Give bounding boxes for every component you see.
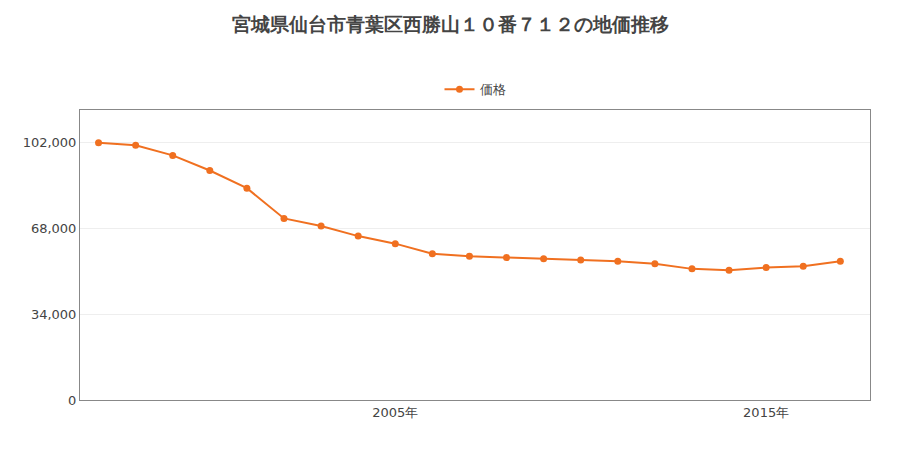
svg-text:102,000: 102,000 (23, 135, 77, 150)
svg-text:0: 0 (68, 393, 76, 408)
svg-text:価格: 価格 (480, 82, 506, 97)
svg-text:68,000: 68,000 (31, 221, 77, 236)
svg-text:2005年: 2005年 (372, 405, 418, 420)
svg-text:宮城県仙台市青葉区西勝山１０番７１２の地価推移: 宮城県仙台市青葉区西勝山１０番７１２の地価推移 (232, 13, 669, 35)
svg-text:2015年: 2015年 (743, 405, 789, 420)
svg-text:34,000: 34,000 (31, 307, 77, 322)
